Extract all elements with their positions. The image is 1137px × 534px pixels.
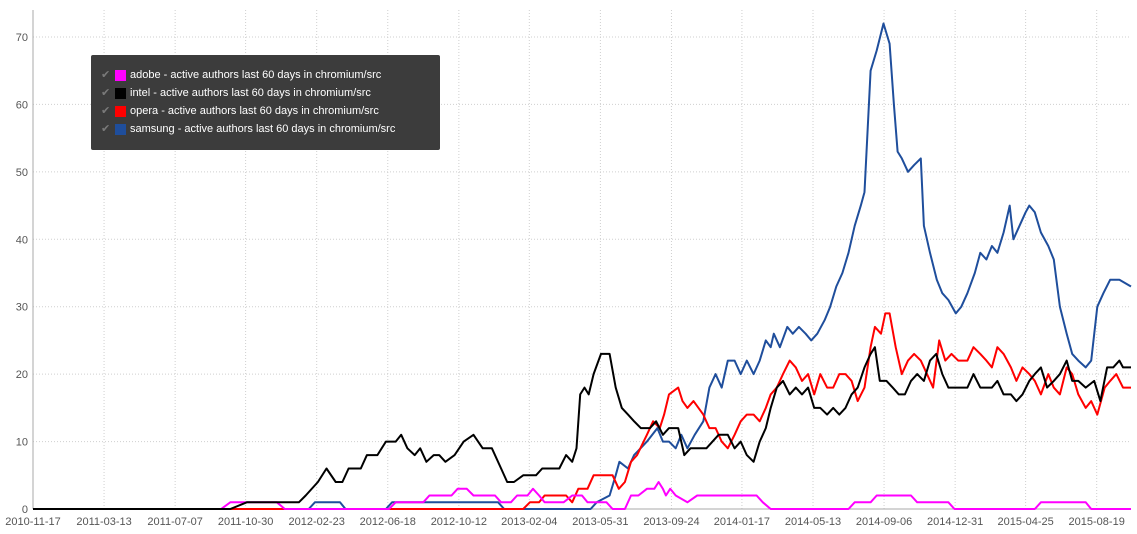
x-tick-label: 2014-01-17 <box>714 516 770 528</box>
x-tick-label: 2015-04-25 <box>997 516 1053 528</box>
x-tick-label: 2014-09-06 <box>856 516 912 528</box>
legend-item-intel[interactable]: ✔ intel - active authors last 60 days in… <box>101 84 430 102</box>
x-tick-label: 2011-03-13 <box>76 516 131 528</box>
x-tick-label: 2011-10-30 <box>218 516 273 528</box>
series-lines <box>33 22 1132 510</box>
x-tick-label: 2014-12-31 <box>927 516 983 528</box>
y-tick-label: 10 <box>16 437 28 449</box>
y-tick-label: 20 <box>16 369 28 381</box>
series-line-intel <box>33 346 1131 510</box>
legend-label-samsung: samsung - active authors last 60 days in… <box>130 123 396 135</box>
legend-item-adobe[interactable]: ✔ adobe - active authors last 60 days in… <box>101 66 430 84</box>
x-tick-label: 2012-10-12 <box>431 516 487 528</box>
check-icon: ✔ <box>101 69 111 81</box>
x-tick-label: 2014-05-13 <box>785 516 841 528</box>
x-tick-label: 2011-07-07 <box>147 516 202 528</box>
check-icon: ✔ <box>101 105 111 117</box>
x-tick-label: 2013-02-04 <box>501 516 557 528</box>
y-tick-label: 70 <box>16 32 28 44</box>
x-tick-label: 2013-09-24 <box>643 516 699 528</box>
legend-item-opera[interactable]: ✔ opera - active authors last 60 days in… <box>101 102 430 120</box>
x-tick-label: 2015-08-19 <box>1069 516 1125 528</box>
axes: 0 10 20 30 40 50 60 70 2010-11-17 2011-03-13 2011-… <box>5 10 1131 528</box>
y-tick-label: 40 <box>16 234 28 246</box>
legend: ✔ adobe - active authors last 60 days in… <box>91 55 440 150</box>
legend-item-samsung[interactable]: ✔ samsung - active authors last 60 days … <box>101 120 430 138</box>
check-icon: ✔ <box>101 87 111 99</box>
legend-label-opera: opera - active authors last 60 days in c… <box>130 105 379 117</box>
check-icon: ✔ <box>101 123 111 135</box>
y-tick-label: 50 <box>16 167 28 179</box>
series-line-samsung <box>33 22 1132 510</box>
series-line-adobe <box>33 481 1131 510</box>
y-tick-label: 30 <box>16 302 28 314</box>
x-tick-label: 2012-06-18 <box>360 516 416 528</box>
legend-swatch-intel <box>115 87 126 99</box>
y-tick-label: 0 <box>22 504 28 516</box>
y-tick-label: 60 <box>16 99 28 111</box>
legend-swatch-opera <box>115 105 126 117</box>
legend-swatch-samsung <box>115 123 126 135</box>
legend-swatch-adobe <box>115 69 126 81</box>
x-tick-label: 2012-02-23 <box>289 516 345 528</box>
legend-label-intel: intel - active authors last 60 days in c… <box>130 87 371 99</box>
x-tick-label: 2013-05-31 <box>572 516 628 528</box>
x-tick-label: 2010-11-17 <box>5 516 60 528</box>
series-line-opera <box>33 312 1131 510</box>
legend-label-adobe: adobe - active authors last 60 days in c… <box>130 69 382 81</box>
